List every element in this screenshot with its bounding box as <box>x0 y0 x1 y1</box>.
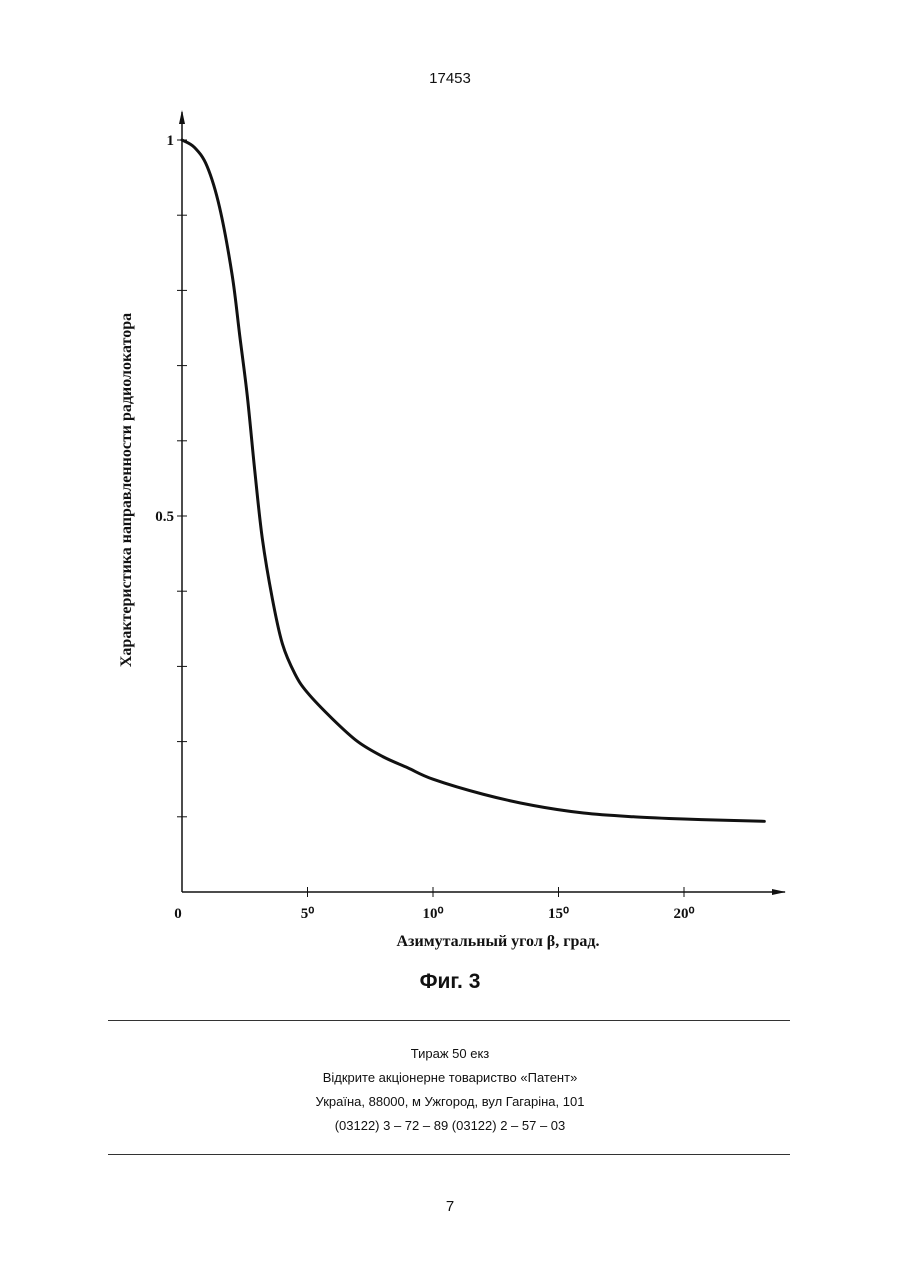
x-tick-label: 0 <box>174 906 182 922</box>
x-tick-label: 5⁰ <box>301 906 315 922</box>
x-tick-label: 10⁰ <box>422 906 443 922</box>
page-number-bottom: 7 <box>0 1198 900 1215</box>
footer-phones: (03122) 3 – 72 – 89 (03122) 2 – 57 – 03 <box>0 1118 900 1133</box>
footer-circulation: Тираж 50 екз <box>0 1046 900 1061</box>
x-axis-label: Азимутальный угол β, град. <box>397 933 600 950</box>
footer-publisher: Відкрите акціонерне товариство «Патент» <box>0 1070 900 1085</box>
directivity-curve-line <box>182 140 764 821</box>
y-axis-arrow <box>179 110 185 124</box>
x-tick-label: 20⁰ <box>673 906 694 922</box>
y-axis-label: Характеристика направленности радиолокат… <box>118 313 135 667</box>
chart-axes <box>179 110 786 895</box>
y-tick-label: 1 <box>167 133 175 149</box>
footer-address: Україна, 88000, м Ужгород, вул Гагаріна,… <box>0 1094 900 1109</box>
y-tick-label: 0.5 <box>155 509 174 525</box>
radar-directivity-chart: 0.5 1 0 5⁰ 10⁰ 15⁰ 20⁰ Азимутальный угол β, г… <box>0 0 900 960</box>
footer-rule-top <box>108 1020 790 1021</box>
x-tick-label: 15⁰ <box>548 906 569 922</box>
footer-rule-bottom <box>108 1154 790 1155</box>
figure-caption: Фиг. 3 <box>0 970 900 994</box>
x-axis-arrow <box>772 889 786 895</box>
